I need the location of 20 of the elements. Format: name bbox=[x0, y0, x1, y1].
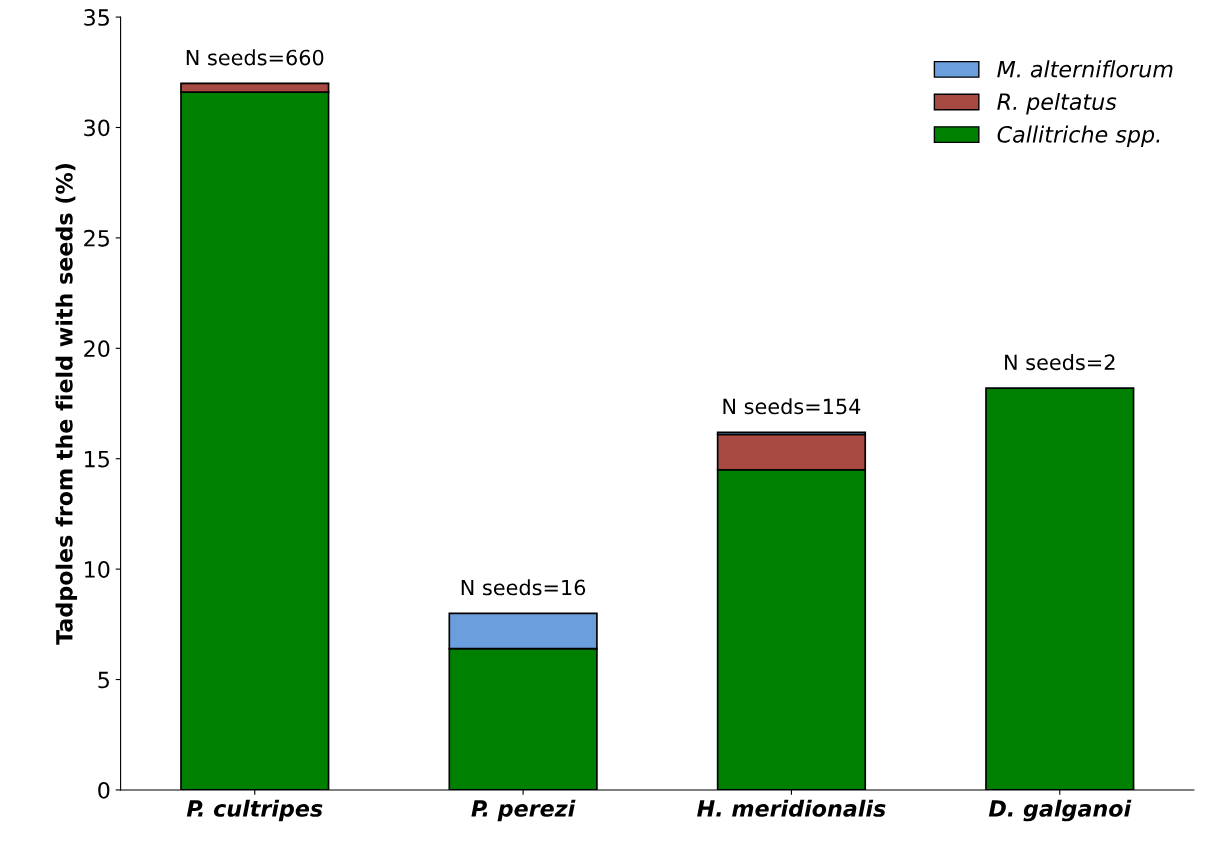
x-tick-label: P. perezi bbox=[471, 799, 576, 822]
x-tick-label: D. galganoi bbox=[988, 799, 1132, 822]
y-tick-label: 15 bbox=[85, 450, 109, 468]
y-tick-label: 35 bbox=[84, 9, 109, 26]
annotation: N seeds=660 bbox=[186, 49, 324, 66]
y-tick-label: 10 bbox=[85, 561, 110, 578]
annotation: N seeds=154 bbox=[723, 398, 861, 415]
y-tick-label: 0 bbox=[98, 781, 110, 799]
x-tick-label: H. meridionalis bbox=[697, 799, 886, 817]
legend-label: Callitriche spp. bbox=[997, 125, 1160, 148]
y-tick-label: 25 bbox=[84, 229, 109, 247]
y-tick-label: 30 bbox=[84, 119, 110, 137]
annotation: N seeds=2 bbox=[1005, 354, 1115, 371]
y-tick-label: 20 bbox=[84, 340, 110, 358]
x-tick-label: P. cultripes bbox=[186, 799, 323, 822]
y-axis-title: Tadpoles from the field with seeds (%) bbox=[55, 164, 78, 645]
y-tick-label: 5 bbox=[98, 671, 109, 689]
legend-label: M. alterniflorum bbox=[997, 60, 1173, 78]
annotation: N seeds=16 bbox=[461, 579, 586, 596]
legend-label: R. peltatus bbox=[997, 92, 1117, 115]
